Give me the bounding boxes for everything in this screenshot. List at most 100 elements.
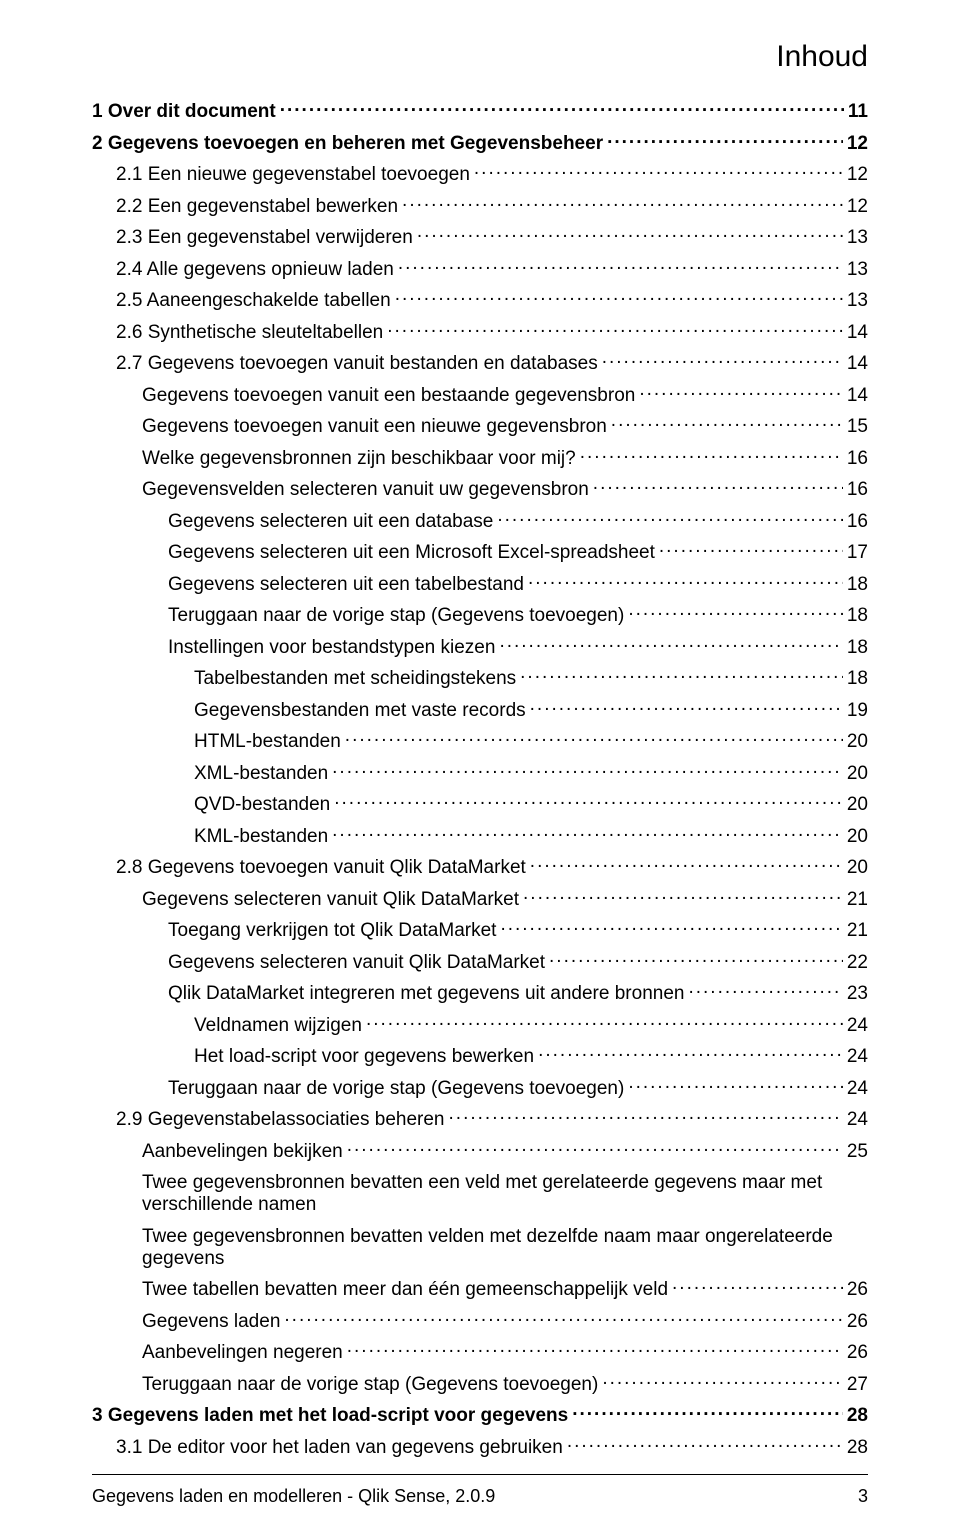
toc-entry-page: 14 xyxy=(847,322,868,344)
toc-entry-page: 28 xyxy=(847,1437,868,1459)
toc-entry-page: 16 xyxy=(847,511,868,533)
toc-entry[interactable]: 2.6 Synthetische sleuteltabellen 14 xyxy=(92,319,868,344)
toc-entry-page: 18 xyxy=(847,605,868,627)
toc-entry[interactable]: 3 Gegevens laden met het load-script voo… xyxy=(92,1402,868,1427)
toc-entry[interactable]: Het load-script voor gegevens bewerken24 xyxy=(92,1043,868,1068)
toc-leader-dots xyxy=(567,1434,843,1453)
toc-entry-label: 2.8 Gegevens toevoegen vanuit Qlik DataM… xyxy=(116,857,526,879)
toc-entry-label: 2.1 Een nieuwe gegevenstabel toevoegen xyxy=(116,164,470,186)
toc-leader-dots xyxy=(549,949,843,968)
toc-leader-dots xyxy=(538,1043,843,1062)
toc-entry[interactable]: Teruggaan naar de vorige stap (Gegevens … xyxy=(92,602,868,627)
toc-entry[interactable]: KML-bestanden20 xyxy=(92,823,868,848)
toc-entry-label: 2 Gegevens toevoegen en beheren met Gege… xyxy=(92,133,603,155)
toc-entry[interactable]: Gegevensbestanden met vaste records 19 xyxy=(92,697,868,722)
toc-entry[interactable]: 2.9 Gegevenstabelassociaties beheren24 xyxy=(92,1106,868,1131)
toc-entry[interactable]: Veldnamen wijzigen24 xyxy=(92,1012,868,1037)
toc-leader-dots xyxy=(572,1402,843,1421)
toc-entry-label: Welke gegevensbronnen zijn beschikbaar v… xyxy=(142,448,576,470)
toc-entry[interactable]: XML-bestanden20 xyxy=(92,760,868,785)
toc-entry[interactable]: Welke gegevensbronnen zijn beschikbaar v… xyxy=(92,445,868,470)
toc-leader-dots xyxy=(639,382,843,401)
toc-entry[interactable]: Gegevens laden26 xyxy=(92,1308,868,1333)
toc-entry[interactable]: 3.1 De editor voor het laden van gegeven… xyxy=(92,1434,868,1459)
toc-entry-page: 13 xyxy=(847,290,868,312)
toc-entry-label: 2.6 Synthetische sleuteltabellen xyxy=(116,322,383,344)
toc-leader-dots xyxy=(474,161,843,180)
toc-entry-label: 2.7 Gegevens toevoegen vanuit bestanden … xyxy=(116,353,598,375)
toc-entry[interactable]: Gegevensvelden selecteren vanuit uw gege… xyxy=(92,476,868,501)
toc-entry-page: 19 xyxy=(847,700,868,722)
toc-entry[interactable]: Aanbevelingen bekijken25 xyxy=(92,1138,868,1163)
toc-leader-dots xyxy=(530,854,843,873)
toc-entry-label: Gegevens selecteren uit een database xyxy=(168,511,493,533)
toc-leader-dots xyxy=(602,1371,843,1390)
toc-entry[interactable]: Gegevens selecteren uit een database 16 xyxy=(92,508,868,533)
toc-entry-label: Teruggaan naar de vorige stap (Gegevens … xyxy=(168,1078,624,1100)
toc-container: 1 Over dit document11 2 Gegevens toevoege… xyxy=(92,98,868,1465)
toc-entry[interactable]: Tabelbestanden met scheidingstekens18 xyxy=(92,665,868,690)
toc-entry-page: 11 xyxy=(848,101,868,123)
toc-entry-label: Veldnamen wijzigen xyxy=(194,1015,362,1037)
toc-leader-dots xyxy=(332,823,843,842)
toc-leader-dots xyxy=(520,665,843,684)
toc-entry[interactable]: Gegevens selecteren vanuit Qlik DataMark… xyxy=(92,949,868,974)
toc-entry[interactable]: 1 Over dit document11 xyxy=(92,98,868,123)
toc-entry[interactable]: 2.3 Een gegevenstabel verwijderen13 xyxy=(92,224,868,249)
toc-entry[interactable]: Twee tabellen bevatten meer dan één geme… xyxy=(92,1276,868,1301)
toc-entry-label: 2.2 Een gegevenstabel bewerken xyxy=(116,196,398,218)
toc-leader-dots xyxy=(497,508,843,527)
toc-leader-dots xyxy=(659,539,843,558)
toc-entry[interactable]: Gegevens selecteren uit een Microsoft Ex… xyxy=(92,539,868,564)
toc-entry[interactable]: Gegevens selecteren uit een tabelbestand… xyxy=(92,571,868,596)
toc-entry-page: 27 xyxy=(847,1374,868,1396)
toc-entry[interactable]: Instellingen voor bestandstypen kiezen18 xyxy=(92,634,868,659)
toc-entry[interactable]: QVD-bestanden20 xyxy=(92,791,868,816)
toc-entry-label: XML-bestanden xyxy=(194,763,328,785)
toc-entry-label: Qlik DataMarket integreren met gegevens … xyxy=(168,983,684,1005)
toc-entry-label: 2.3 Een gegevenstabel verwijderen xyxy=(116,227,413,249)
footer-text: Gegevens laden en modelleren - Qlik Sens… xyxy=(92,1486,495,1507)
toc-entry-page: 24 xyxy=(847,1109,868,1131)
toc-entry[interactable]: Teruggaan naar de vorige stap (Gegevens … xyxy=(92,1371,868,1396)
toc-leader-dots xyxy=(345,728,843,747)
toc-entry-page: 26 xyxy=(847,1279,868,1301)
toc-leader-dots xyxy=(500,917,842,936)
toc-entry-page: 16 xyxy=(847,448,868,470)
toc-leader-dots xyxy=(387,319,843,338)
toc-entry[interactable]: Gegevens selecteren vanuit Qlik DataMark… xyxy=(92,886,868,911)
toc-entry-page: 26 xyxy=(847,1311,868,1333)
toc-entry-page: 21 xyxy=(847,920,868,942)
toc-entry-label: Gegevensbestanden met vaste records xyxy=(194,700,526,722)
toc-leader-dots xyxy=(602,350,843,369)
toc-entry-label: Gegevens selecteren uit een Microsoft Ex… xyxy=(168,542,655,564)
toc-entry-page: 28 xyxy=(847,1405,868,1427)
toc-entry-page: 12 xyxy=(847,133,868,155)
toc-entry[interactable]: 2.8 Gegevens toevoegen vanuit Qlik DataM… xyxy=(92,854,868,879)
toc-entry[interactable]: Teruggaan naar de vorige stap (Gegevens … xyxy=(92,1075,868,1100)
toc-entry-label: HTML-bestanden xyxy=(194,731,341,753)
toc-entry[interactable]: 2.2 Een gegevenstabel bewerken12 xyxy=(92,193,868,218)
toc-entry-page: 26 xyxy=(847,1342,868,1364)
toc-entry-page: 18 xyxy=(847,574,868,596)
toc-leader-dots xyxy=(395,287,843,306)
toc-entry[interactable]: Twee gegevensbronnen bevatten een veld m… xyxy=(92,1169,868,1216)
toc-leader-dots xyxy=(593,476,843,495)
toc-entry[interactable]: 2.5 Aaneengeschakelde tabellen13 xyxy=(92,287,868,312)
toc-leader-dots xyxy=(347,1138,843,1157)
toc-entry[interactable]: Twee gegevensbronnen bevatten velden met… xyxy=(92,1223,868,1270)
toc-entry-label: Gegevens toevoegen vanuit een bestaande … xyxy=(142,385,635,407)
toc-entry[interactable]: Gegevens toevoegen vanuit een nieuwe geg… xyxy=(92,413,868,438)
toc-entry[interactable]: Aanbevelingen negeren26 xyxy=(92,1339,868,1364)
toc-entry[interactable]: Qlik DataMarket integreren met gegevens … xyxy=(92,980,868,1005)
toc-entry[interactable]: 2.7 Gegevens toevoegen vanuit bestanden … xyxy=(92,350,868,375)
toc-leader-dots xyxy=(334,791,843,810)
toc-entry[interactable]: Toegang verkrijgen tot Qlik DataMarket21 xyxy=(92,917,868,942)
toc-entry-label: Gegevens selecteren vanuit Qlik DataMark… xyxy=(168,952,545,974)
toc-entry[interactable]: Gegevens toevoegen vanuit een bestaande … xyxy=(92,382,868,407)
toc-entry-page: 15 xyxy=(847,416,868,438)
toc-entry[interactable]: 2.4 Alle gegevens opnieuw laden13 xyxy=(92,256,868,281)
toc-entry[interactable]: 2.1 Een nieuwe gegevenstabel toevoegen12 xyxy=(92,161,868,186)
toc-entry[interactable]: HTML-bestanden20 xyxy=(92,728,868,753)
toc-entry[interactable]: 2 Gegevens toevoegen en beheren met Gege… xyxy=(92,130,868,155)
